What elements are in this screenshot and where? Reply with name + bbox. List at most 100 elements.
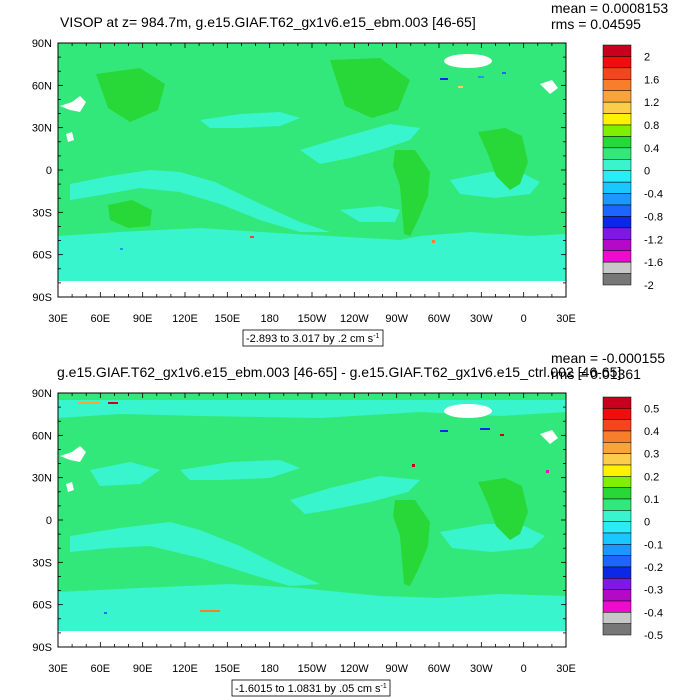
panel-1-lat-label-5: 60S	[32, 250, 52, 262]
panel-1-land-patch	[60, 96, 86, 112]
panel-2-lon-label-2: 90E	[133, 663, 153, 675]
panel-1-lon-label-7: 120W	[340, 313, 369, 325]
panel-2-cb-label-0: 0.5	[644, 403, 659, 415]
colorbar-box	[602, 261, 632, 274]
panel-2-ticks	[57, 392, 567, 648]
colorbar-box	[602, 159, 632, 171]
colorbar-box	[602, 396, 632, 409]
panel-1-lon-label-4: 150E	[214, 313, 240, 325]
colorbar-box	[602, 170, 632, 183]
panel-2-greenland	[444, 404, 492, 418]
panel-1-colorbar-labels: 2 1.6 1.2 0.8 0.4 0 -0.4 -0.8 -1.2 -1.6 …	[644, 51, 663, 292]
colorbar-box	[602, 101, 632, 114]
colorbar-box	[602, 79, 632, 91]
colorbar-box	[602, 67, 632, 80]
panel-1-colorbar	[602, 44, 632, 286]
colorbar-box	[602, 464, 632, 477]
panel-1-lon-label-11: 0	[521, 313, 527, 325]
panel-2-land-patch	[60, 446, 86, 462]
colorbar-box	[602, 600, 632, 613]
panel-2-cb-label-7: -0.2	[644, 562, 663, 574]
panel-1-lon-label-10: 30W	[470, 313, 493, 325]
panel-1-continents	[96, 58, 528, 236]
panel-2-lat-label-0: 90N	[32, 388, 52, 400]
panel-2-low-anomaly-bands	[58, 400, 566, 631]
panel-1-cb-label-5: 0	[644, 166, 650, 178]
panel-2: g.e15.GIAF.T62_gx1v6.e15_ebm.003 [46-65]…	[32, 350, 665, 697]
panel-2-lon-label-7: 120W	[340, 663, 369, 675]
colorbar-box	[602, 544, 632, 556]
panel-1-land-patch-3	[540, 80, 558, 94]
panel-1-range-box	[242, 329, 384, 347]
panel-1-cb-label-6: -0.4	[644, 189, 663, 201]
colorbar-box	[602, 589, 632, 602]
panel-1: VISOP at z= 984.7m, g.e15.GIAF.T62_gx1v6…	[32, 0, 668, 347]
colorbar-box	[602, 442, 632, 454]
panel-1-map	[58, 43, 566, 297]
panel-2-range-box	[231, 679, 391, 697]
panel-2-lat-label-2: 30N	[32, 473, 52, 485]
colorbar-box	[602, 136, 632, 149]
panel-1-lat-label-2: 30N	[32, 123, 52, 135]
panel-2-lon-label-0: 30E	[48, 663, 68, 675]
panel-1-lon-label-2: 90E	[133, 313, 153, 325]
panel-1-lon-label-0: 30E	[48, 313, 68, 325]
panel-1-cb-label-3: 0.8	[644, 120, 659, 132]
colorbar-box	[602, 181, 632, 194]
panel-1-lon-label-9: 60W	[428, 313, 451, 325]
colorbar-box	[602, 239, 632, 251]
panel-2-cb-label-4: 0.1	[644, 494, 659, 506]
panel-2-mean: mean = -0.000155	[551, 350, 665, 366]
panel-1-range-label: -2.893 to 3.017 by .2 cm s-1	[246, 333, 380, 345]
panel-1-cb-label-2: 1.2	[644, 97, 659, 109]
colorbar-box	[602, 510, 632, 522]
panel-1-lat-label-4: 30S	[32, 207, 52, 219]
colorbar-box	[602, 90, 632, 103]
panel-1-lon-label-3: 120E	[172, 313, 198, 325]
panel-2-lat-label-3: 0	[46, 515, 52, 527]
panel-2-cb-label-3: 0.2	[644, 471, 659, 483]
panel-1-low-anomaly-bands	[58, 112, 566, 281]
panel-1-cb-label-10: -2	[644, 280, 654, 292]
panel-2-land-patch-3	[540, 430, 558, 444]
panel-2-lon-label-11: 0	[521, 663, 527, 675]
panel-1-anomaly-specks	[120, 72, 506, 250]
panel-2-cb-label-10: -0.5	[644, 630, 663, 642]
panel-2-colorbar	[602, 396, 632, 636]
colorbar-box	[602, 113, 632, 126]
panel-2-anomaly-specks	[78, 402, 549, 614]
colorbar-box	[602, 44, 632, 57]
panel-2-lat-label-1: 60N	[32, 430, 52, 442]
panel-2-lon-label-6: 150W	[298, 663, 327, 675]
panel-2-lon-label-5: 180	[260, 663, 278, 675]
colorbar-box	[602, 124, 632, 137]
colorbar-box	[602, 498, 632, 511]
panel-2-lon-label-3: 120E	[172, 663, 198, 675]
panel-2-lat-label-5: 60S	[32, 600, 52, 612]
colorbar-box	[602, 453, 632, 466]
panel-1-cb-label-0: 2	[644, 51, 650, 63]
colorbar-box	[602, 250, 632, 263]
panel-1-ticks	[57, 42, 567, 298]
colorbar-box	[602, 532, 632, 545]
panel-2-title: g.e15.GIAF.T62_gx1v6.e15_ebm.003 [46-65]…	[57, 364, 621, 380]
panel-2-continents	[393, 478, 528, 586]
panel-1-cb-label-4: 0.4	[644, 143, 659, 155]
colorbar-box	[602, 521, 632, 534]
colorbar-box	[602, 56, 632, 69]
colorbar-box	[602, 227, 632, 240]
colorbar-box	[602, 408, 632, 420]
colorbar-box	[602, 430, 632, 443]
panel-2-cb-label-1: 0.4	[644, 426, 659, 438]
colorbar-box	[602, 578, 632, 590]
panel-2-cb-label-2: 0.3	[644, 449, 659, 461]
panel-1-cb-label-9: -1.6	[644, 257, 663, 269]
colorbar-box	[602, 612, 632, 624]
panel-1-rms: rms = 0.04595	[551, 16, 641, 32]
panel-2-lon-label-8: 90W	[385, 663, 408, 675]
panel-1-title: VISOP at z= 984.7m, g.e15.GIAF.T62_gx1v6…	[60, 14, 476, 30]
panel-1-lon-label-6: 150W	[298, 313, 327, 325]
colorbar-box	[602, 487, 632, 500]
colorbar-box	[602, 566, 632, 579]
